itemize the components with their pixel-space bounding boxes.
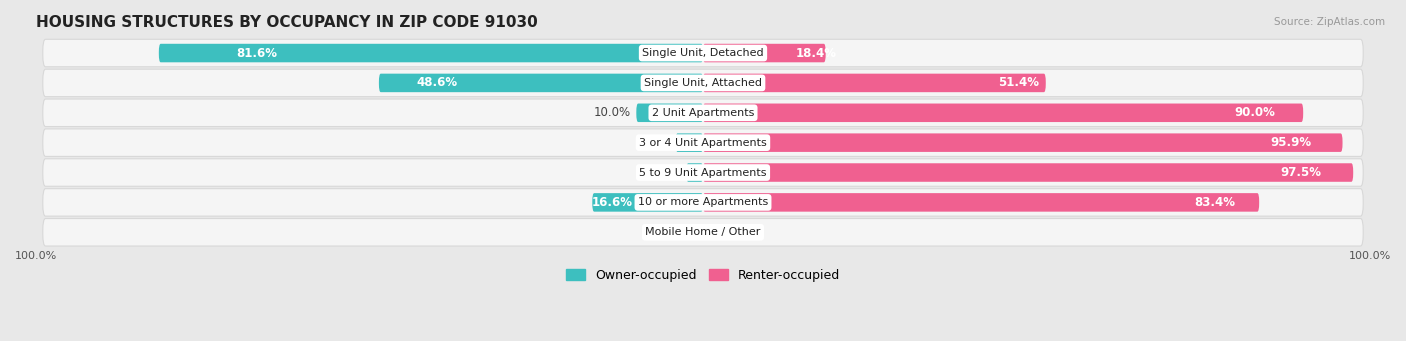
FancyBboxPatch shape	[42, 159, 1364, 186]
FancyBboxPatch shape	[42, 99, 1364, 127]
FancyBboxPatch shape	[42, 69, 1364, 97]
Text: 3 or 4 Unit Apartments: 3 or 4 Unit Apartments	[640, 138, 766, 148]
Text: Single Unit, Detached: Single Unit, Detached	[643, 48, 763, 58]
FancyBboxPatch shape	[378, 74, 703, 92]
FancyBboxPatch shape	[42, 189, 1364, 216]
FancyBboxPatch shape	[42, 129, 1364, 157]
Text: 48.6%: 48.6%	[416, 76, 458, 89]
Text: Source: ZipAtlas.com: Source: ZipAtlas.com	[1274, 17, 1385, 27]
FancyBboxPatch shape	[592, 193, 703, 212]
Text: 2.5%: 2.5%	[651, 166, 681, 179]
Text: 83.4%: 83.4%	[1194, 196, 1236, 209]
Text: 2 Unit Apartments: 2 Unit Apartments	[652, 108, 754, 118]
Text: 10.0%: 10.0%	[593, 106, 631, 119]
Text: 97.5%: 97.5%	[1281, 166, 1322, 179]
Legend: Owner-occupied, Renter-occupied: Owner-occupied, Renter-occupied	[561, 264, 845, 287]
Text: Single Unit, Attached: Single Unit, Attached	[644, 78, 762, 88]
FancyBboxPatch shape	[703, 193, 1260, 212]
Text: 90.0%: 90.0%	[1234, 106, 1275, 119]
FancyBboxPatch shape	[42, 39, 1364, 67]
Text: HOUSING STRUCTURES BY OCCUPANCY IN ZIP CODE 91030: HOUSING STRUCTURES BY OCCUPANCY IN ZIP C…	[37, 15, 538, 30]
Text: 5 to 9 Unit Apartments: 5 to 9 Unit Apartments	[640, 167, 766, 178]
Text: 4.1%: 4.1%	[641, 136, 671, 149]
Text: 18.4%: 18.4%	[796, 46, 837, 60]
FancyBboxPatch shape	[703, 74, 1046, 92]
FancyBboxPatch shape	[703, 133, 1343, 152]
Text: 16.6%: 16.6%	[592, 196, 633, 209]
FancyBboxPatch shape	[703, 44, 825, 62]
Text: 81.6%: 81.6%	[236, 46, 277, 60]
Text: 95.9%: 95.9%	[1271, 136, 1312, 149]
Text: 10 or more Apartments: 10 or more Apartments	[638, 197, 768, 207]
FancyBboxPatch shape	[676, 133, 703, 152]
FancyBboxPatch shape	[637, 104, 703, 122]
Text: 51.4%: 51.4%	[998, 76, 1039, 89]
Text: Mobile Home / Other: Mobile Home / Other	[645, 227, 761, 237]
FancyBboxPatch shape	[703, 104, 1303, 122]
FancyBboxPatch shape	[686, 163, 703, 182]
FancyBboxPatch shape	[159, 44, 703, 62]
FancyBboxPatch shape	[703, 163, 1353, 182]
FancyBboxPatch shape	[42, 219, 1364, 246]
